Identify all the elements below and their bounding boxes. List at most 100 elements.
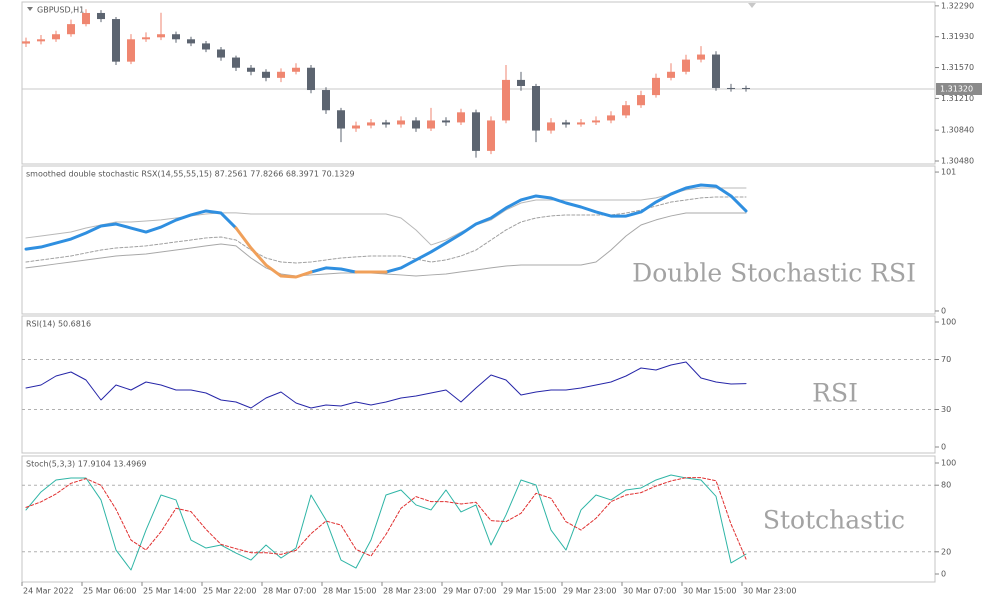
x-tick-label: 25 Mar 06:00: [83, 587, 136, 596]
candle-body: [487, 120, 495, 151]
candle-body: [307, 67, 315, 91]
candle-body: [352, 125, 360, 129]
x-tick-label: 28 Mar 15:00: [323, 587, 376, 596]
candle-body: [172, 34, 180, 40]
candle-body: [622, 105, 630, 116]
x-tick-label: 29 Mar 07:00: [443, 587, 496, 596]
x-tick-label: 30 Mar 07:00: [623, 587, 676, 596]
candle-body: [232, 57, 240, 68]
x-tick-label: 29 Mar 23:00: [563, 587, 616, 596]
candle-body: [262, 71, 270, 78]
pane: [21, 165, 936, 315]
pane: [21, 315, 936, 454]
candle-body: [397, 120, 405, 125]
indicator-line: [25, 196, 747, 264]
candle-body: [127, 39, 135, 62]
indicator-annotation: Double Stochastic RSI: [632, 259, 916, 288]
y-tick-label: 100: [941, 458, 956, 467]
candle-body: [67, 24, 75, 35]
indicator-line: [25, 212, 747, 277]
x-tick-label: 28 Mar 07:00: [263, 587, 316, 596]
candle-body: [247, 67, 255, 72]
candle-body: [217, 49, 225, 58]
candle-body: [592, 120, 600, 123]
candle-body: [337, 110, 345, 129]
candle-body: [157, 34, 165, 38]
candle-body: [52, 34, 60, 40]
candle-body: [637, 95, 645, 106]
last-price-label: 1.31320: [940, 85, 973, 94]
candle-body: [412, 120, 420, 129]
candle-body: [472, 112, 480, 151]
pane-title: smoothed double stochastic RSX(14,55,55,…: [26, 170, 355, 179]
y-tick-label: 1.31570: [941, 63, 974, 72]
candle-body: [742, 87, 750, 89]
pane-title: GBPUSD,H1: [37, 6, 84, 15]
y-tick-label: 20: [941, 547, 951, 556]
y-tick-label: 70: [941, 355, 951, 364]
candle-body: [457, 112, 465, 123]
indicator-line: [25, 474, 747, 571]
candle-body: [532, 86, 540, 131]
y-tick-label: 1.31930: [941, 32, 974, 41]
indicator-line: [25, 477, 747, 560]
candle-body: [727, 87, 735, 89]
indicator-annotation: Stotchastic: [763, 506, 905, 535]
x-tick-label: 30 Mar 23:00: [743, 587, 796, 596]
pane-title: RSI(14) 50.6816: [26, 320, 91, 329]
indicator-line: [234, 226, 388, 279]
x-tick-label: 30 Mar 15:00: [683, 587, 736, 596]
candle-body: [607, 115, 615, 121]
y-tick-label: 30: [941, 405, 951, 414]
x-tick-label: 25 Mar 22:00: [203, 587, 256, 596]
y-tick-label: 1.30840: [941, 126, 974, 135]
x-tick-label: 28 Mar 23:00: [383, 587, 436, 596]
candle-body: [427, 120, 435, 129]
candle-body: [517, 79, 525, 86]
y-tick-label: 101: [941, 168, 956, 177]
y-tick-label: 1.30480: [941, 157, 974, 166]
candle-body: [697, 54, 705, 60]
scroll-marker: [748, 3, 756, 8]
candle-body: [442, 120, 450, 123]
candle-body: [652, 77, 660, 96]
candle-body: [112, 19, 120, 62]
candle-body: [202, 43, 210, 50]
candle-body: [562, 122, 570, 125]
candle-body: [367, 122, 375, 126]
candle-body: [82, 12, 90, 25]
candle-body: [667, 71, 675, 78]
candle-body: [37, 39, 45, 42]
candle-body: [22, 41, 30, 44]
candle-body: [577, 122, 585, 125]
pane-title: Stoch(5,3,3) 17.9104 13.4969: [26, 460, 146, 469]
candle-body: [682, 59, 690, 72]
y-tick-label: 80: [941, 481, 951, 490]
candle-body: [502, 79, 510, 121]
y-tick-label: 1.31210: [941, 94, 974, 103]
y-tick-label: 100: [941, 318, 956, 327]
candle-body: [322, 90, 330, 111]
x-tick-label: 25 Mar 14:00: [143, 587, 196, 596]
candle-body: [382, 122, 390, 125]
candle-body: [187, 39, 195, 44]
candle-body: [712, 54, 720, 88]
candle-body: [142, 37, 150, 40]
y-tick-label: 0: [941, 570, 946, 579]
indicator-annotation: RSI: [812, 379, 858, 408]
candle-body: [547, 122, 555, 131]
y-tick-label: 0: [941, 443, 946, 452]
candle-body: [292, 67, 300, 72]
indicator-line: [25, 361, 747, 409]
x-tick-label: 29 Mar 15:00: [503, 587, 556, 596]
indicator-line: [24, 183, 748, 274]
indicator-line: [25, 187, 747, 246]
last-price-box: [936, 83, 982, 95]
y-tick-label: 1.32290: [941, 1, 974, 10]
x-tick-label: 24 Mar 2022: [23, 587, 74, 596]
y-tick-label: 0: [941, 306, 946, 315]
dropdown-icon: [27, 7, 33, 11]
candle-body: [97, 12, 105, 20]
candle-body: [277, 71, 285, 78]
